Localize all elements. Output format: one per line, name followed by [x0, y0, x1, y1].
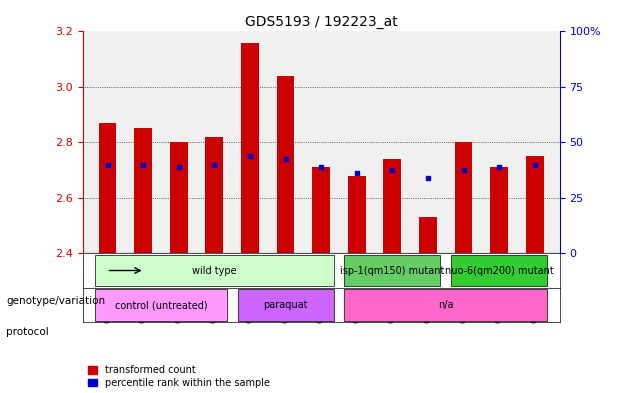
Text: genotype/variation: genotype/variation [6, 296, 106, 306]
Bar [99, 123, 116, 253]
Bar [526, 156, 544, 253]
Text: protocol: protocol [6, 327, 49, 337]
Bar [455, 142, 473, 253]
Bar [170, 142, 188, 253]
Text: n/a: n/a [438, 300, 453, 310]
Text: isp-1(qm150) mutant: isp-1(qm150) mutant [340, 266, 445, 275]
Bar [419, 217, 437, 253]
Bar [490, 167, 508, 253]
Text: paraquat: paraquat [263, 300, 308, 310]
Title: GDS5193 / 192223_at: GDS5193 / 192223_at [245, 15, 398, 29]
Bar [344, 290, 547, 321]
Text: wild type: wild type [192, 266, 237, 275]
Bar [312, 167, 330, 253]
Bar [344, 255, 440, 286]
Bar [277, 76, 294, 253]
Bar [95, 290, 227, 321]
Bar [451, 255, 547, 286]
Bar [134, 129, 152, 253]
Text: nuo-6(qm200) mutant: nuo-6(qm200) mutant [445, 266, 553, 275]
Legend: transformed count, percentile rank within the sample: transformed count, percentile rank withi… [88, 365, 270, 388]
Bar [237, 290, 334, 321]
Bar [241, 42, 259, 253]
Bar [95, 255, 334, 286]
Bar [348, 176, 366, 253]
Bar [384, 159, 401, 253]
Bar [205, 137, 223, 253]
Text: control (untreated): control (untreated) [114, 300, 207, 310]
